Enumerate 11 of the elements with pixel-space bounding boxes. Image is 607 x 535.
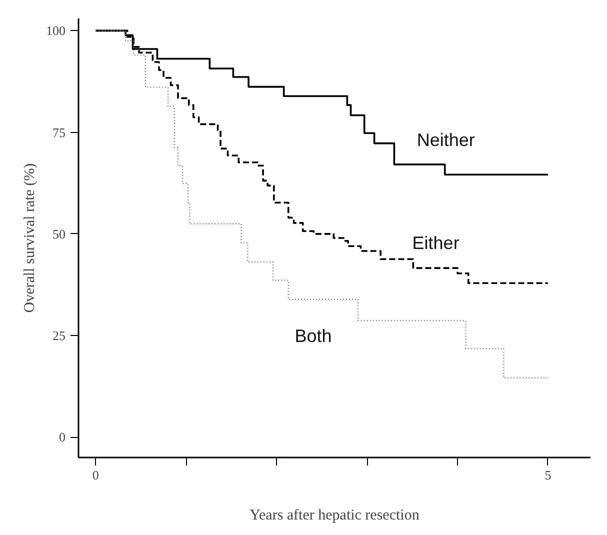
series-label: Either (412, 232, 460, 253)
y-tick-label: 75 (52, 124, 66, 140)
x-tick-label: 5 (544, 468, 552, 482)
y-tick-label: 100 (46, 23, 66, 38)
y-tick-label: 50 (52, 226, 66, 242)
y-axis-title: Overall survival rate (%) (22, 163, 38, 313)
x-axis-title: Years after hepatic resection (250, 508, 420, 524)
series-label: Neither (416, 130, 475, 150)
series-label: Both (294, 326, 332, 346)
y-tick-label: 25 (52, 328, 66, 344)
y-tick-label: 0 (59, 430, 66, 445)
